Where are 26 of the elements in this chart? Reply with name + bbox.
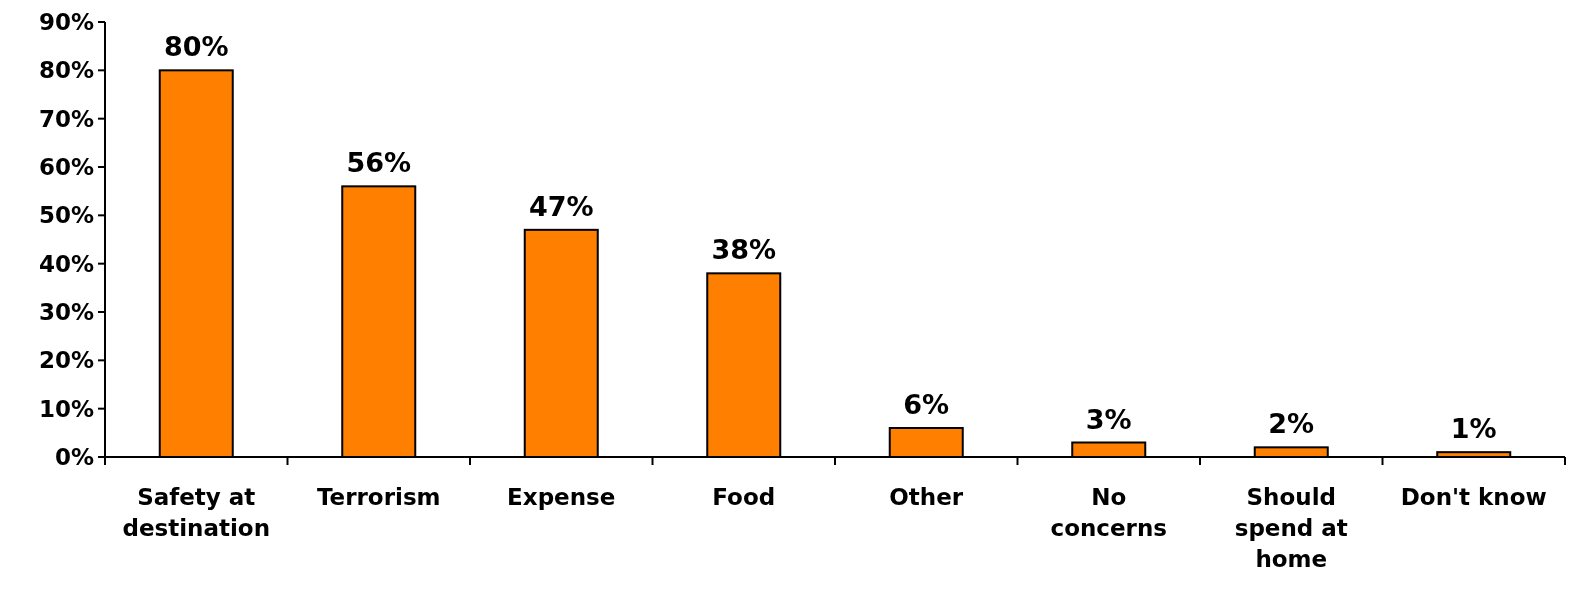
y-tick-label: 70%: [38, 105, 94, 132]
y-tick-label: 50%: [38, 202, 94, 229]
y-tick-label: 40%: [38, 250, 94, 277]
data-label: 1%: [1450, 413, 1497, 445]
x-tick-label: Should spend at home: [1234, 484, 1348, 572]
data-label: 38%: [711, 234, 777, 266]
y-tick-label: 80%: [38, 57, 94, 84]
x-tick-label: No concerns: [1050, 484, 1167, 541]
x-tick-label: Safety at destination: [122, 484, 271, 541]
y-tick-label: 10%: [38, 395, 94, 422]
data-label: 3%: [1085, 403, 1132, 435]
x-tick-label: Don't know: [1400, 484, 1547, 510]
x-tick-label: Other: [889, 484, 964, 510]
x-tick-label: Food: [712, 484, 776, 510]
data-label: 47%: [528, 190, 594, 222]
y-tick-label: 90%: [38, 9, 94, 36]
data-label: 6%: [903, 389, 950, 420]
y-tick-label: 20%: [38, 347, 94, 374]
y-tick-label: 0%: [54, 444, 94, 471]
y-tick-label: 60%: [38, 154, 94, 181]
x-tick-label: Terrorism: [316, 484, 441, 510]
data-label: 56%: [346, 147, 412, 179]
data-label: 80%: [163, 31, 229, 63]
data-label: 2%: [1268, 408, 1315, 440]
x-tick-label: Expense: [507, 484, 616, 510]
y-tick-label: 30%: [38, 299, 94, 326]
